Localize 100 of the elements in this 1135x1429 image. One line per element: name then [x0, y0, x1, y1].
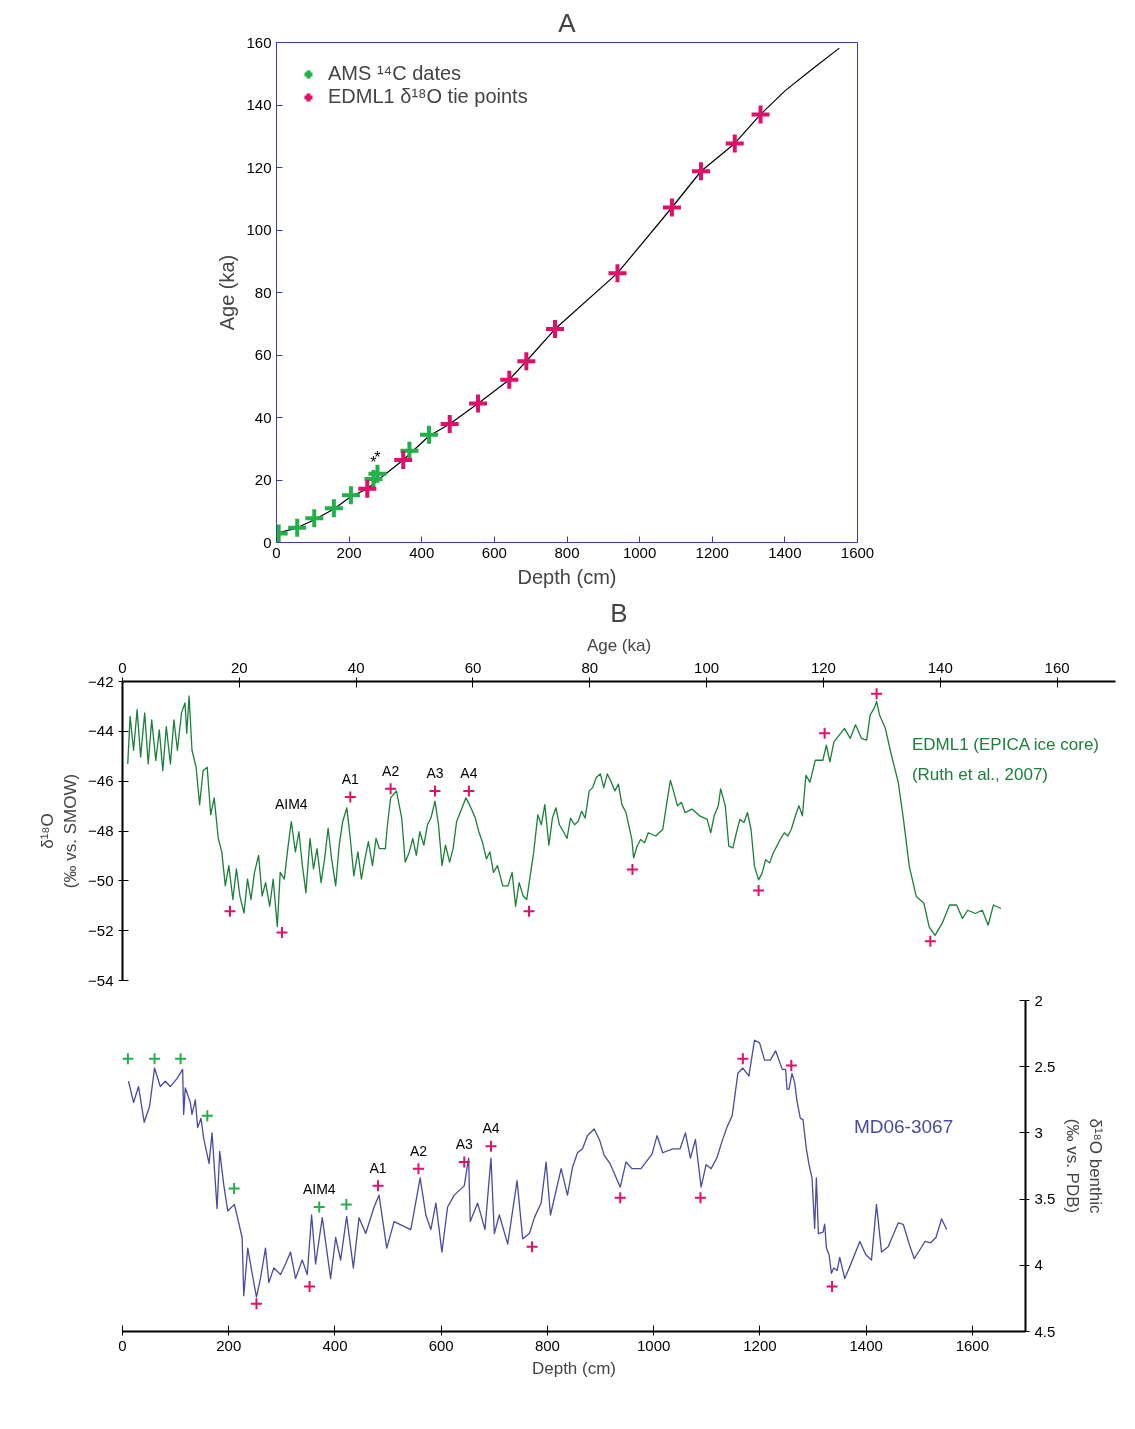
point [515, 350, 538, 373]
x-tick-label: 200 [336, 543, 362, 561]
y-tick-label: 3.5 [1034, 1190, 1056, 1208]
point [411, 1162, 425, 1176]
point [227, 1182, 241, 1196]
y-tick-label: 4.5 [1034, 1322, 1056, 1340]
point [660, 196, 683, 219]
point [356, 477, 379, 500]
point [457, 1155, 471, 1169]
point [303, 507, 326, 530]
point [484, 1139, 498, 1153]
point [322, 497, 345, 520]
point [467, 392, 490, 415]
point [366, 462, 389, 485]
x-axis-title: Depth (cm) [531, 1358, 617, 1378]
y-tick-label: 120 [246, 158, 272, 176]
point [249, 1297, 263, 1311]
point [522, 904, 536, 918]
y-tick-label: 160 [246, 33, 272, 51]
x-tick-label: 400 [322, 1336, 348, 1354]
point [825, 1279, 839, 1293]
point [148, 1052, 162, 1066]
point [339, 1197, 353, 1211]
y-tick-label: −52 [88, 921, 114, 939]
point [223, 904, 237, 918]
point [122, 1052, 135, 1066]
point [606, 262, 629, 285]
point [384, 782, 398, 796]
chart-title: A [558, 7, 577, 38]
annotation: A1 [341, 771, 360, 788]
x-tick-label: 100 [694, 658, 720, 676]
point [544, 318, 567, 341]
series-label: EDML1 (EPICA ice core) (Ruth et al., 2007) [911, 734, 1099, 784]
annotation: AIM4 [274, 795, 308, 812]
point [462, 784, 476, 798]
x-tick-label: 400 [409, 543, 435, 561]
text: MD06-3067 [853, 1115, 954, 1137]
point [625, 863, 639, 877]
x-axis-title: Depth (cm) [517, 565, 617, 588]
x-tick-label: 1200 [743, 1336, 777, 1354]
y-tick-label: −44 [88, 722, 114, 740]
point [693, 1191, 707, 1205]
x-tick-label: 600 [481, 543, 507, 561]
annotation: A4 [460, 764, 478, 781]
y-tick-label: 80 [254, 283, 272, 301]
x-tick-label: 40 [347, 658, 365, 676]
annotation: A3 [426, 764, 444, 781]
x-tick-label: 1600 [840, 543, 875, 561]
annotation: AIM4 [302, 1181, 336, 1198]
y-tick-label: 140 [246, 96, 272, 113]
point [818, 726, 832, 740]
point [200, 1109, 214, 1123]
y-tick-label: 40 [254, 408, 272, 426]
x-tick-label: 1000 [636, 1336, 671, 1354]
chart-title: B [610, 597, 628, 628]
x-tick-label: 120 [810, 658, 836, 676]
annotation: A1 [369, 1159, 387, 1176]
point [498, 368, 521, 391]
x-tick-label: 140 [927, 658, 953, 676]
y-tick-label: −46 [88, 772, 114, 790]
point [438, 413, 461, 436]
y-tick-label: 4 [1034, 1256, 1043, 1274]
point [371, 1179, 385, 1193]
x-tick-label: 200 [216, 1336, 242, 1354]
y-tick-label: 2.5 [1034, 1057, 1056, 1075]
point [870, 687, 884, 701]
x-tick-label: 0 [118, 658, 127, 676]
x-tick-label: 1400 [849, 1336, 883, 1354]
y-tick-label: −42 [88, 672, 114, 690]
y-tick-label: −54 [88, 971, 114, 989]
point [752, 884, 766, 898]
x-tick-label: 800 [534, 1336, 560, 1354]
point [736, 1052, 750, 1066]
annotation: A4 [482, 1120, 500, 1137]
legend-label: AMS ¹⁴C dates [328, 62, 462, 85]
point [525, 1240, 539, 1254]
x-tick-label: 60 [464, 658, 482, 676]
y-axis-title: Age (ka) [216, 254, 239, 331]
x-tick-label: 1200 [695, 543, 729, 561]
annotation: A2 [382, 762, 400, 779]
y-tick-label: 60 [254, 346, 272, 363]
x-axis-title: Age (ka) [586, 635, 652, 655]
point [286, 516, 309, 539]
x-tick-label: 80 [581, 658, 599, 676]
y-axis-title: δ¹⁸O benthic (‰ vs. PDB) [1063, 1118, 1106, 1215]
x-tick-label: 20 [230, 658, 248, 676]
y-axis-title: δ¹⁸O (‰ vs. SMOW) [38, 773, 81, 889]
x-tick-label: 1400 [768, 543, 802, 561]
x-tick-label: 600 [428, 1336, 454, 1354]
annotation: A2 [409, 1142, 428, 1159]
point [174, 1052, 188, 1066]
y-tick-label: 20 [254, 471, 272, 488]
y-tick-label: 100 [246, 221, 272, 238]
point [613, 1191, 627, 1205]
x-tick-label: 800 [554, 543, 580, 561]
point [392, 449, 415, 471]
x-tick-label: 0 [118, 1336, 127, 1354]
x-tick-label: 1000 [622, 543, 657, 561]
legend-label: EDML1 δ¹⁸O tie points [328, 85, 528, 108]
point [339, 484, 362, 507]
